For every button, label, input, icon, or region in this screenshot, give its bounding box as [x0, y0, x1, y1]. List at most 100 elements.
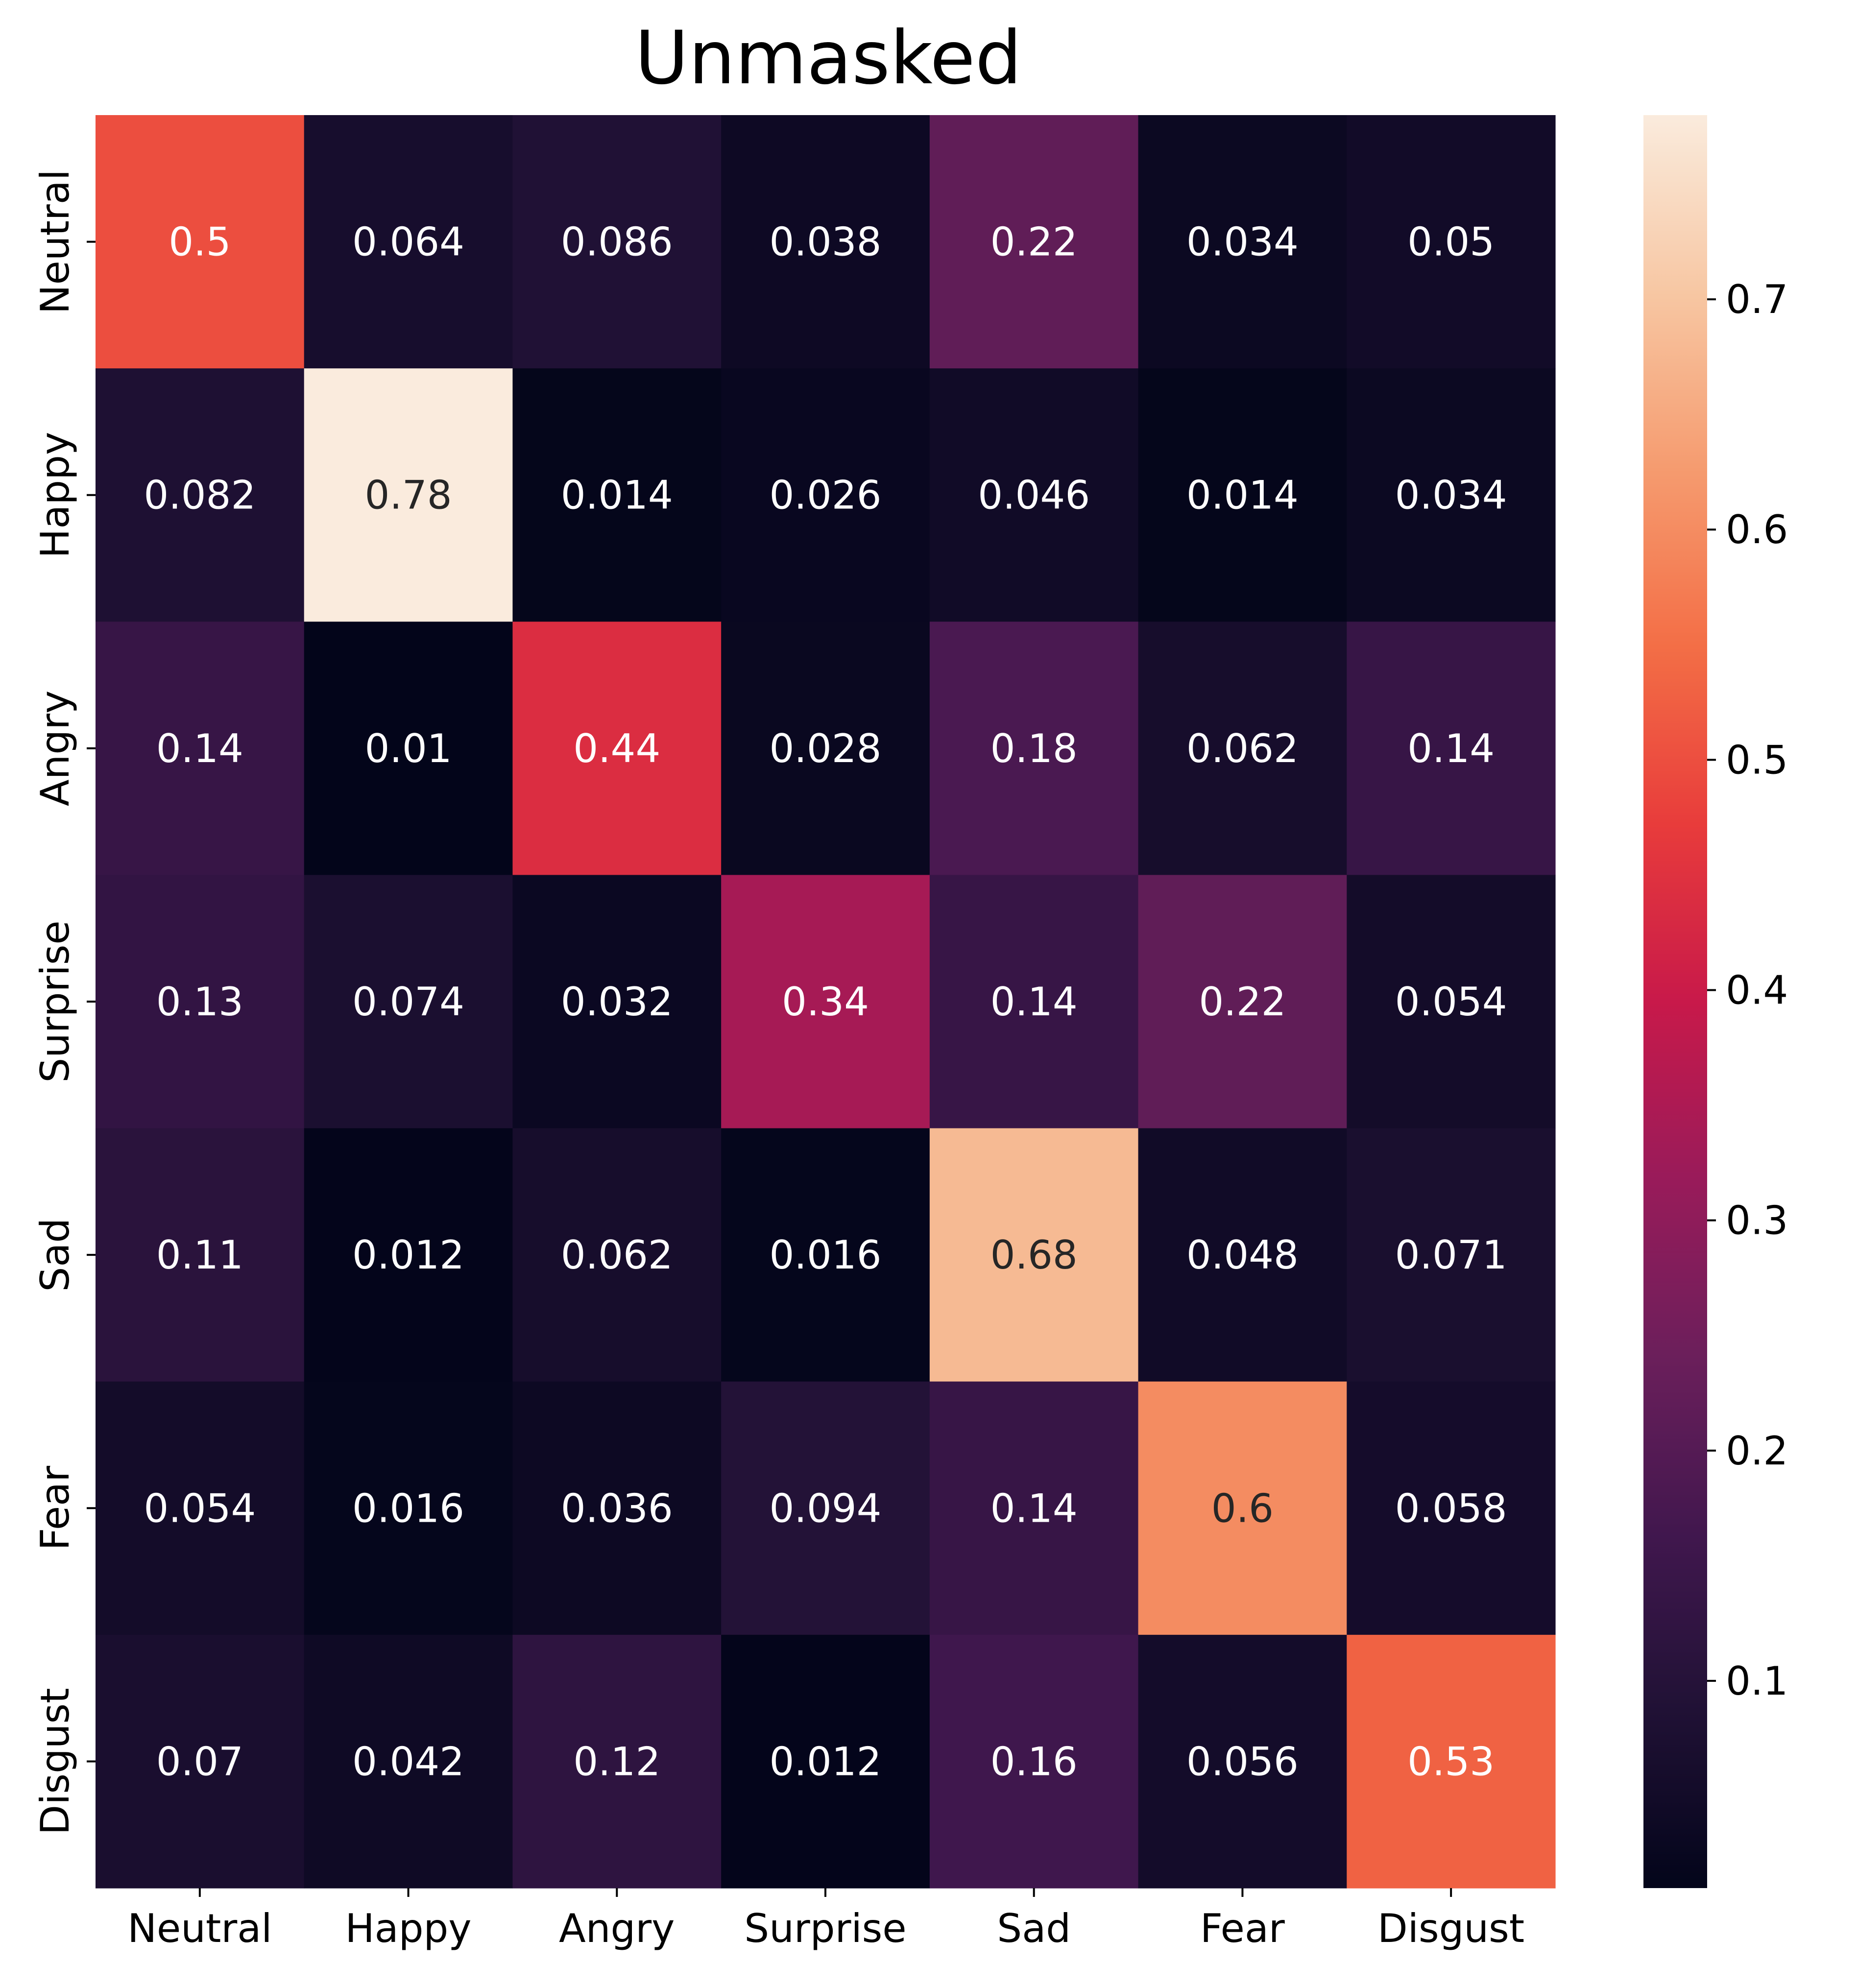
- cell-value-label: 0.071: [1395, 1232, 1507, 1278]
- heatmap-cell: [1347, 622, 1556, 876]
- cell-value-label: 0.07: [156, 1739, 243, 1784]
- x-tick-label: Neutral: [127, 1906, 272, 1951]
- heatmap-cell: [721, 1381, 930, 1635]
- cell-value-label: 0.34: [782, 979, 869, 1025]
- cell-value-label: 0.082: [144, 473, 256, 518]
- heatmap-cell: [512, 622, 722, 876]
- y-tick-label: Disgust: [32, 1688, 78, 1835]
- cell-value-label: 0.062: [1186, 726, 1299, 771]
- cell-value-label: 0.016: [769, 1232, 881, 1278]
- y-axis: Neutral Happy Angry Surprise Sad Fear Disgust: [32, 169, 96, 1835]
- cell-value-label: 0.5: [169, 219, 231, 265]
- heatmap-cell: [512, 1381, 722, 1635]
- cell-value-label: 0.14: [156, 726, 243, 771]
- y-tick-label: Fear: [32, 1466, 78, 1551]
- heatmap-cell: [929, 1128, 1139, 1382]
- heatmap-cell: [721, 1128, 930, 1382]
- colorbar-tick-label: 0.3: [1726, 1198, 1788, 1244]
- x-tick-label: Fear: [1200, 1906, 1285, 1951]
- cell-value-label: 0.53: [1407, 1739, 1495, 1784]
- heatmap-cell: [929, 1381, 1139, 1635]
- colorbar-tick-label: 0.6: [1726, 507, 1788, 552]
- cell-value-label: 0.68: [990, 1232, 1078, 1278]
- heatmap-cell: [304, 1381, 513, 1635]
- heatmap-cell: [1138, 115, 1347, 369]
- cell-value-label: 0.026: [769, 473, 881, 518]
- cell-value-label: 0.034: [1186, 219, 1299, 265]
- x-axis: Neutral Happy Angry Surprise Sad Fear Disgust: [127, 1888, 1524, 1951]
- cell-value-label: 0.034: [1395, 473, 1507, 518]
- cell-value-label: 0.016: [352, 1485, 464, 1531]
- cell-value-label: 0.14: [990, 1485, 1078, 1531]
- heatmap-cell: [1347, 1381, 1556, 1635]
- cell-value-label: 0.058: [1395, 1485, 1507, 1531]
- heatmap-cell: [304, 1634, 513, 1889]
- cell-value-label: 0.12: [573, 1739, 660, 1784]
- cell-value-label: 0.05: [1407, 219, 1495, 265]
- colorbar-tick-label: 0.1: [1726, 1658, 1788, 1704]
- y-tick-label: Surprise: [32, 920, 78, 1082]
- heatmap-cell: [721, 875, 930, 1129]
- y-tick-label: Sad: [32, 1218, 78, 1292]
- heatmap-cell: [1138, 1634, 1347, 1889]
- heatmap-cells: 0.5 0.064 0.086 0.038 0.22 0.034 0.05 0.082 0.78…: [96, 115, 1556, 1889]
- cell-value-label: 0.028: [769, 726, 881, 771]
- cell-value-label: 0.048: [1186, 1232, 1299, 1278]
- cell-value-label: 0.094: [769, 1485, 881, 1531]
- heatmap-cell: [721, 368, 930, 622]
- cell-value-label: 0.056: [1186, 1739, 1299, 1784]
- cell-value-label: 0.054: [144, 1485, 256, 1531]
- cell-value-label: 0.042: [352, 1739, 464, 1784]
- heatmap-cell: [929, 368, 1139, 622]
- heatmap-cell: [96, 115, 305, 369]
- cell-value-label: 0.046: [978, 473, 1090, 518]
- heatmap-cell: [96, 1634, 305, 1889]
- cell-value-label: 0.18: [990, 726, 1078, 771]
- heatmap-cell: [1138, 622, 1347, 876]
- y-tick-label: Happy: [32, 432, 78, 558]
- heatmap-cell: [304, 875, 513, 1129]
- heatmap-cell: [96, 1128, 305, 1382]
- cell-value-label: 0.14: [1407, 726, 1495, 771]
- heatmap-cell: [512, 1634, 722, 1889]
- heatmap-cell: [1138, 1128, 1347, 1382]
- cell-value-label: 0.11: [156, 1232, 243, 1278]
- colorbar-tick-label: 0.2: [1726, 1428, 1788, 1474]
- heatmap-cell: [929, 875, 1139, 1129]
- cell-value-label: 0.014: [1186, 473, 1299, 518]
- heatmap-cell: [304, 115, 513, 369]
- heatmap-cell: [1347, 875, 1556, 1129]
- cell-value-label: 0.074: [352, 979, 464, 1025]
- heatmap-cell: [1347, 1634, 1556, 1889]
- colorbar-tick-label: 0.7: [1726, 277, 1788, 322]
- heatmap-cell: [512, 875, 722, 1129]
- heatmap-cell: [1138, 1381, 1347, 1635]
- cell-value-label: 0.012: [352, 1232, 464, 1278]
- x-tick-label: Angry: [559, 1906, 675, 1951]
- heatmap-cell: [1138, 368, 1347, 622]
- heatmap-cell: [512, 368, 722, 622]
- y-tick-label: Neutral: [32, 169, 78, 314]
- cell-value-label: 0.13: [156, 979, 243, 1025]
- colorbar-bar: [1643, 115, 1707, 1888]
- heatmap-cell: [304, 368, 513, 622]
- cell-value-label: 0.054: [1395, 979, 1507, 1025]
- cell-value-label: 0.032: [561, 979, 673, 1025]
- x-tick-label: Surprise: [744, 1906, 906, 1951]
- cell-value-label: 0.78: [365, 473, 452, 518]
- heatmap-cell: [304, 622, 513, 876]
- x-tick-label: Happy: [345, 1906, 472, 1951]
- cell-value-label: 0.22: [1199, 979, 1286, 1025]
- heatmap-cell: [512, 1128, 722, 1382]
- heatmap-cell: [304, 1128, 513, 1382]
- cell-value-label: 0.44: [573, 726, 660, 771]
- heatmap-cell: [96, 875, 305, 1129]
- heatmap-cell: [929, 1634, 1139, 1889]
- cell-value-label: 0.014: [561, 473, 673, 518]
- chart-title: Unmasked: [635, 16, 1022, 101]
- x-tick-label: Sad: [997, 1906, 1071, 1951]
- heatmap-cell: [1347, 1128, 1556, 1382]
- heatmap-cell: [1347, 115, 1556, 369]
